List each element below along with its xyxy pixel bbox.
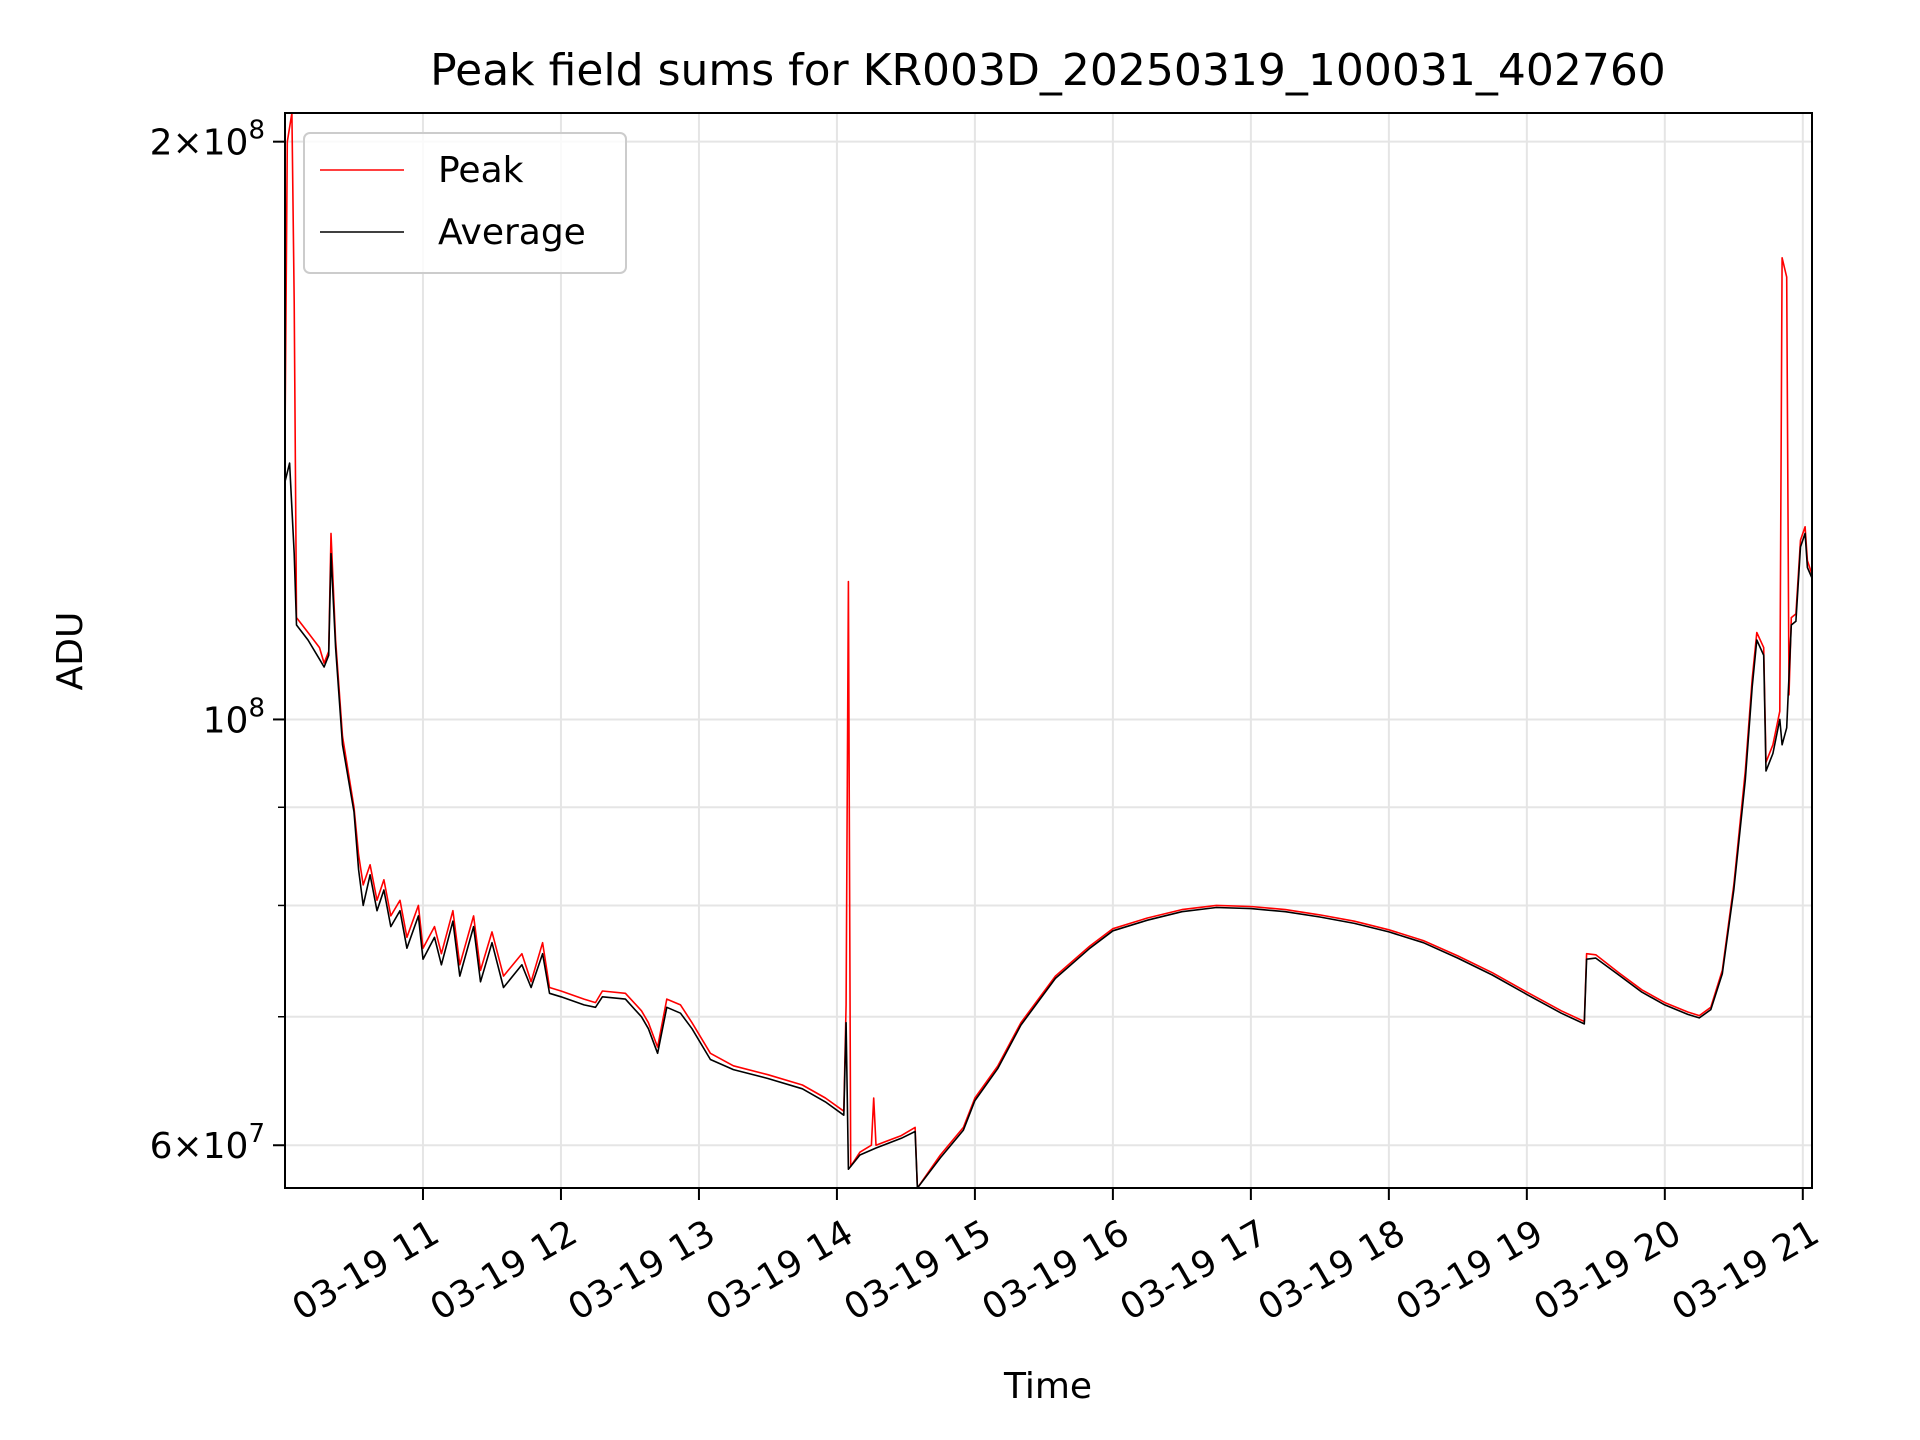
plot-frame: [284, 112, 1813, 1189]
x-axis-label: Time: [1003, 1366, 1092, 1407]
legend: Peak Average: [303, 132, 627, 274]
legend-label-peak: Peak: [438, 150, 524, 191]
legend-box: [303, 132, 627, 274]
chart-title: Peak field sums for KR003D_20250319_1000…: [430, 45, 1666, 96]
y-tick-label: 108: [203, 693, 265, 741]
axis-ticks: [273, 140, 1804, 1200]
grid: [285, 113, 1812, 1188]
y-tick-label: 6×107: [150, 1119, 265, 1167]
legend-label-average: Average: [438, 212, 586, 253]
series-line-peak: [285, 113, 1812, 1188]
y-tick-label: 2×108: [150, 116, 265, 164]
y-axis-label: ADU: [50, 612, 91, 691]
series-line-average: [285, 462, 1812, 1188]
series-lines: [285, 113, 1812, 1188]
